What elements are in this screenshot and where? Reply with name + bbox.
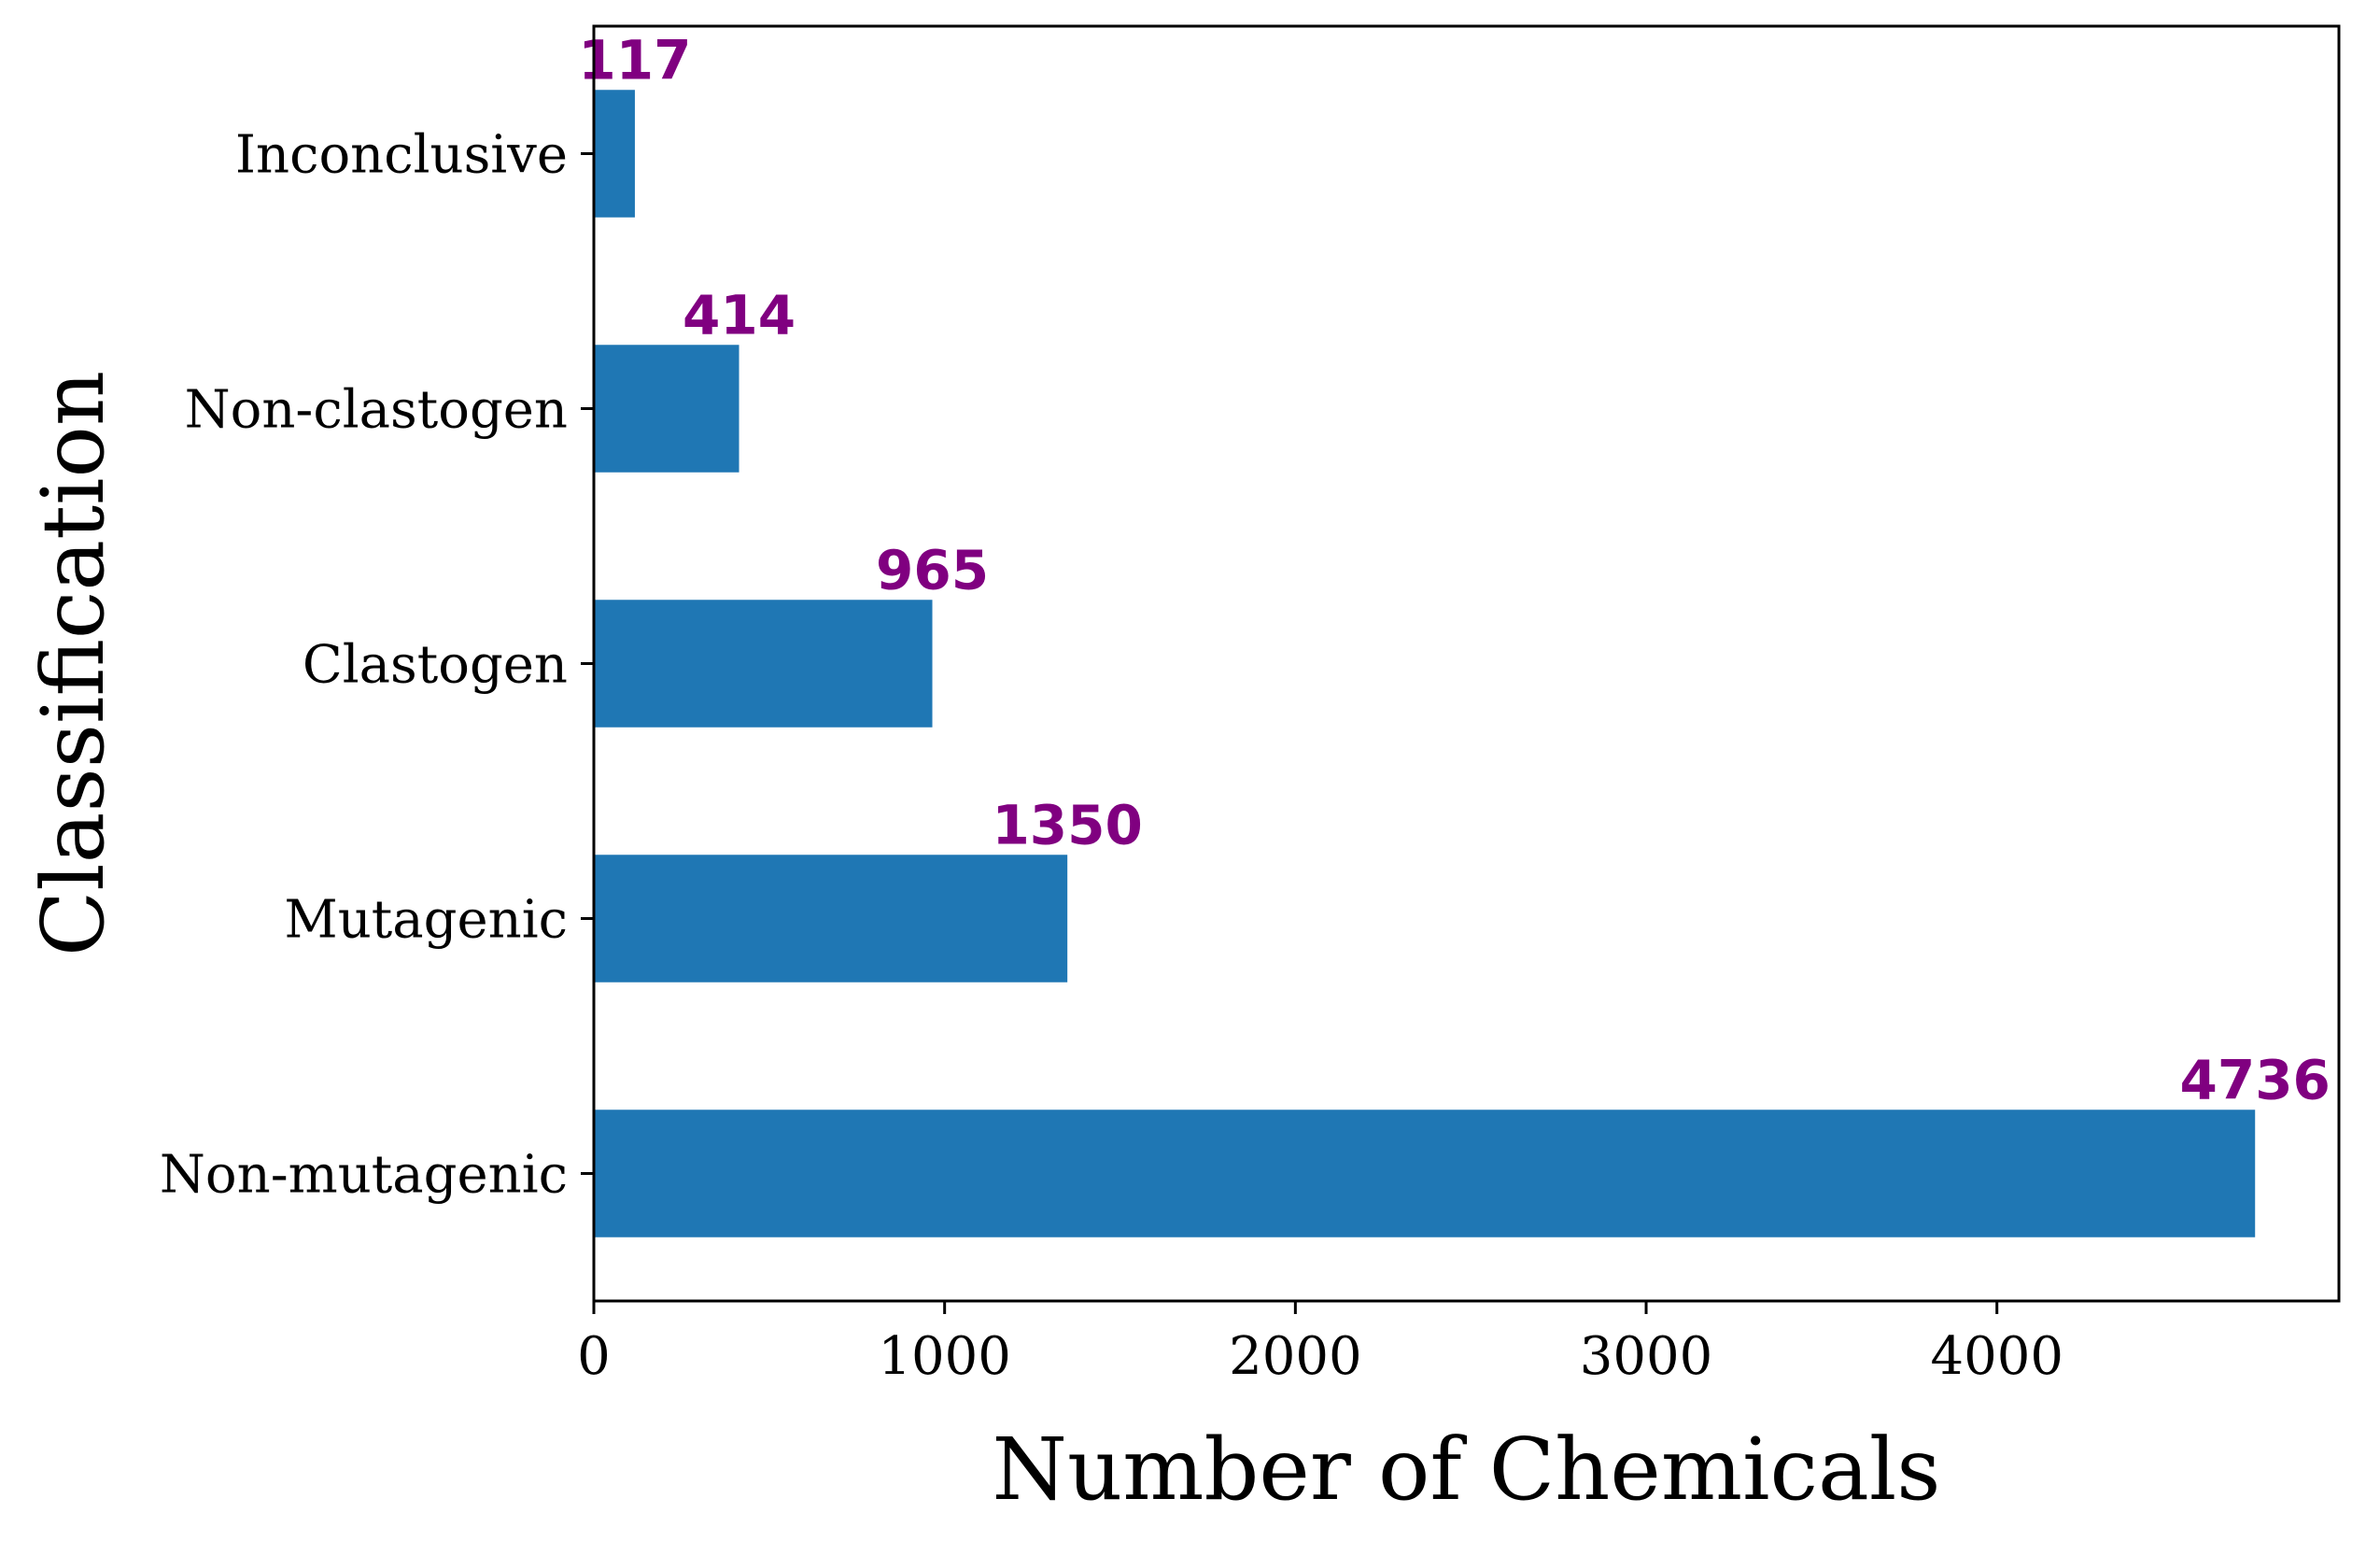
data-label-clastogen: 965 <box>876 538 989 601</box>
y-axis-ticks: Inconclusive Non-clastogen Clastogen Mutage… <box>160 125 594 1206</box>
data-label-non-mutagenic: 4736 <box>2179 1048 2330 1111</box>
bar-non-clastogen <box>594 345 739 473</box>
x-tick-label: 1000 <box>878 1326 1011 1387</box>
x-tick-label: 0 <box>577 1326 611 1387</box>
x-axis-ticks: 0 1000 2000 3000 4000 <box>577 1301 2063 1387</box>
x-tick-label: 4000 <box>1930 1326 2063 1387</box>
data-label-non-clastogen: 414 <box>683 283 796 346</box>
bar-mutagenic <box>594 855 1068 983</box>
bar-inconclusive <box>594 90 635 218</box>
bar-non-mutagenic <box>594 1110 2256 1237</box>
x-axis-title: Number of Chemicals <box>993 1420 1941 1520</box>
x-tick-label: 3000 <box>1580 1326 1713 1387</box>
data-label-mutagenic: 1350 <box>992 793 1142 856</box>
y-tick-label-inconclusive: Inconclusive <box>235 125 568 186</box>
y-tick-label-non-mutagenic: Non-mutagenic <box>160 1145 568 1206</box>
data-label-inconclusive: 117 <box>578 28 691 92</box>
bar-clastogen <box>594 600 933 728</box>
data-labels-group: 117 414 965 1350 4736 <box>578 28 2331 1111</box>
y-axis-title: Classification <box>23 371 123 956</box>
y-tick-label-non-clastogen: Non-clastogen <box>185 380 568 441</box>
bars-group <box>594 90 2256 1237</box>
x-tick-label: 2000 <box>1229 1326 1362 1387</box>
y-tick-label-mutagenic: Mutagenic <box>284 890 568 951</box>
y-tick-label-clastogen: Clastogen <box>303 635 568 696</box>
